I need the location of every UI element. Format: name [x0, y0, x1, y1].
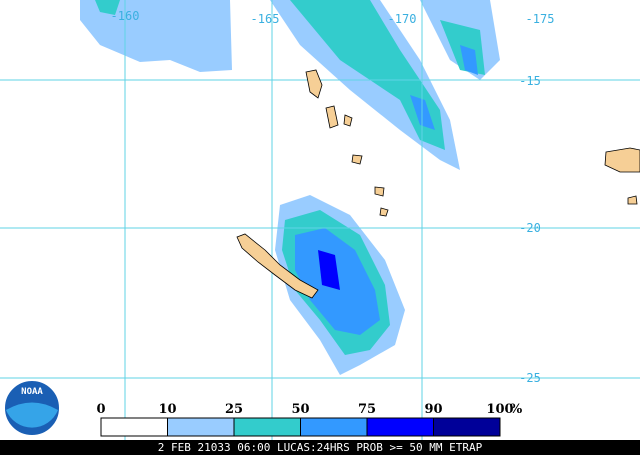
legend-tick: 0	[96, 402, 105, 417]
land	[236, 69, 640, 299]
legend-tick: 10	[158, 402, 176, 417]
legend-tick: 100	[486, 402, 513, 417]
legend-swatch	[233, 417, 301, 437]
lat-label: -15	[519, 74, 541, 88]
lat-label: -20	[519, 221, 541, 235]
legend-tick: 50	[291, 402, 309, 417]
legend-tick: 90	[424, 402, 442, 417]
footer-text: 2 FEB 21033 06:00 LUCAS:24HRS PROB >= 50…	[158, 441, 483, 454]
lon-label: -175	[526, 12, 555, 26]
legend-swatch	[300, 417, 368, 437]
legend-swatch	[366, 417, 434, 437]
legend-tick: 25	[225, 402, 243, 417]
legend-swatch	[433, 417, 501, 437]
logo: NOAA	[3, 379, 61, 437]
lon-label: -165	[251, 12, 280, 26]
lat-label: -25	[519, 371, 541, 385]
legend: 0 10 25 50 75 90 100%	[96, 402, 523, 437]
lon-label: -170	[388, 12, 417, 26]
legend-tick: 75	[358, 402, 376, 417]
lon-label: -160	[111, 9, 140, 23]
logo-text: NOAA	[21, 387, 43, 397]
legend-unit: %	[510, 402, 523, 417]
legend-swatch	[100, 417, 168, 437]
legend-swatch	[167, 417, 235, 437]
precip-areas	[80, 0, 500, 375]
footer-band	[0, 440, 640, 455]
